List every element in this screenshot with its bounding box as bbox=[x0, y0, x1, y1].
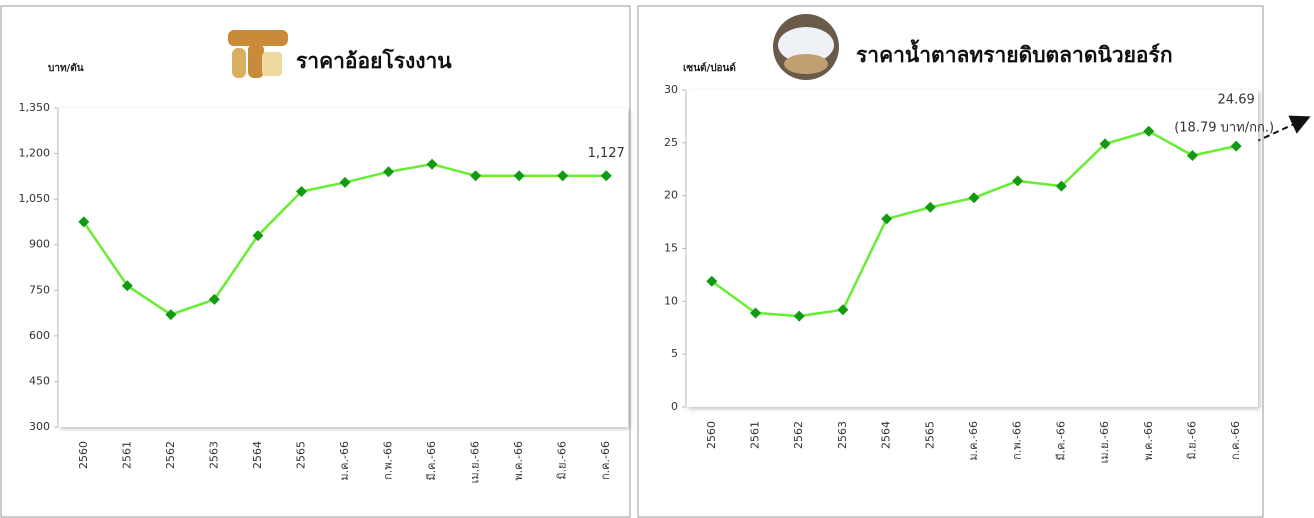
y-tick-label: 300 bbox=[29, 420, 50, 433]
data-point bbox=[339, 176, 351, 188]
data-point bbox=[208, 293, 220, 305]
y-tick-label: 450 bbox=[29, 374, 50, 387]
y-tick-label: 1,050 bbox=[19, 192, 51, 205]
data-point bbox=[295, 186, 307, 198]
y-tick-label: 1,350 bbox=[19, 101, 51, 114]
x-tick-label: มิ.ย.-66 bbox=[556, 441, 569, 480]
data-point bbox=[1099, 138, 1111, 150]
x-tick-label: มิ.ย.-66 bbox=[1185, 421, 1198, 460]
data-point bbox=[793, 310, 805, 322]
data-point bbox=[968, 192, 980, 204]
y-tick-label: 10 bbox=[664, 294, 678, 307]
data-point bbox=[165, 309, 177, 321]
data-point bbox=[78, 216, 90, 228]
y-tick-label: 600 bbox=[29, 329, 50, 342]
data-point bbox=[881, 213, 893, 225]
data-point bbox=[600, 170, 612, 182]
data-point bbox=[706, 275, 718, 287]
data-point bbox=[470, 170, 482, 182]
y-tick-label: 25 bbox=[664, 136, 678, 149]
x-tick-label: ก.พ.-66 bbox=[1011, 421, 1024, 460]
x-tick-label: 2564 bbox=[880, 421, 893, 449]
x-tick-label: 2562 bbox=[164, 441, 177, 469]
data-point bbox=[1230, 140, 1242, 152]
sugar-icon bbox=[773, 14, 839, 80]
y-axis-label: บาท/ตัน bbox=[48, 62, 84, 74]
data-point bbox=[252, 230, 264, 242]
sugarcane-icon bbox=[228, 30, 288, 78]
data-point bbox=[750, 307, 762, 319]
data-point bbox=[1143, 125, 1155, 137]
y-tick-label: 30 bbox=[664, 83, 678, 96]
y-tick-label: 1,200 bbox=[19, 147, 51, 160]
x-tick-label: 2565 bbox=[923, 421, 936, 449]
x-tick-label: พ.ค.-66 bbox=[512, 441, 525, 481]
plot-area bbox=[686, 90, 1258, 407]
y-tick-label: 20 bbox=[664, 189, 678, 202]
chart-title: ราคาน้ำตาลทรายดิบตลาดนิวยอร์ก bbox=[856, 39, 1173, 67]
x-tick-label: 2563 bbox=[836, 421, 849, 449]
data-point bbox=[1012, 175, 1024, 187]
x-tick-label: เม.ย.-66 bbox=[469, 441, 482, 483]
x-tick-label: ม.ค.-66 bbox=[967, 421, 980, 461]
data-point bbox=[1055, 180, 1067, 192]
x-tick-label: 2561 bbox=[120, 441, 133, 469]
x-tick-label: เม.ย.-66 bbox=[1098, 421, 1111, 463]
x-tick-label: ม.ค.-66 bbox=[338, 441, 351, 481]
annotation: (18.79 บาท/กก.) bbox=[1174, 121, 1274, 136]
data-point bbox=[426, 158, 438, 170]
x-tick-label: 2560 bbox=[705, 421, 718, 449]
plot-area bbox=[58, 108, 628, 427]
data-point bbox=[924, 201, 936, 213]
data-point bbox=[121, 280, 133, 292]
x-tick-label: 2562 bbox=[792, 421, 805, 449]
data-label: 24.69 bbox=[1218, 93, 1255, 108]
x-tick-label: 2565 bbox=[294, 441, 307, 469]
x-tick-label: 2563 bbox=[207, 441, 220, 469]
y-tick-label: 15 bbox=[664, 242, 678, 255]
data-label: 1,127 bbox=[588, 146, 625, 161]
y-tick-label: 5 bbox=[671, 347, 678, 360]
data-point bbox=[513, 170, 525, 182]
chart-title: ราคาอ้อยโรงงาน bbox=[296, 48, 452, 73]
x-tick-label: 2564 bbox=[251, 441, 264, 469]
x-tick-label: 2560 bbox=[77, 441, 90, 469]
data-point bbox=[1186, 150, 1198, 162]
data-point bbox=[383, 166, 395, 178]
x-tick-label: ก.พ.-66 bbox=[382, 441, 395, 480]
y-tick-label: 900 bbox=[29, 238, 50, 251]
y-tick-label: 750 bbox=[29, 283, 50, 296]
x-tick-label: มี.ค.-66 bbox=[425, 441, 438, 481]
x-tick-label: พ.ค.-66 bbox=[1142, 421, 1155, 461]
x-tick-label: ก.ค.-66 bbox=[1229, 421, 1242, 460]
x-tick-label: ก.ค.-66 bbox=[599, 441, 612, 480]
y-tick-label: 0 bbox=[671, 400, 678, 413]
y-axis-label: เซนต์/ปอนด์ bbox=[683, 62, 736, 74]
x-tick-label: มี.ค.-66 bbox=[1054, 421, 1067, 461]
data-point bbox=[557, 170, 569, 182]
x-tick-label: 2561 bbox=[749, 421, 762, 449]
data-point bbox=[837, 304, 849, 316]
